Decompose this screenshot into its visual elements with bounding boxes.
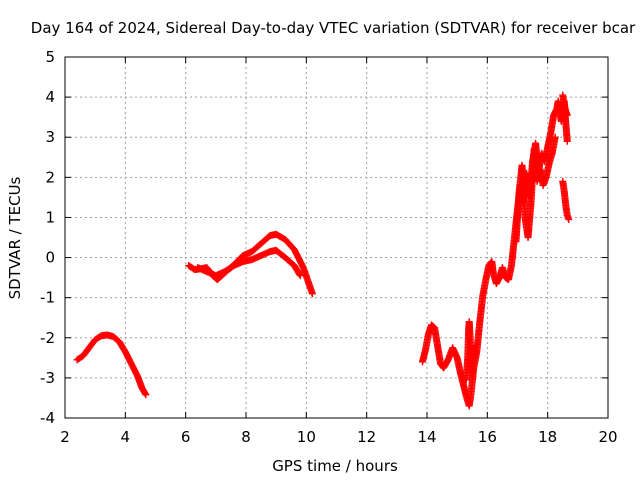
x-tick-label: 18 [538,428,557,446]
x-tick-label: 2 [60,428,70,446]
y-tick-label: -4 [40,409,55,427]
x-axis-label: GPS time / hours [272,457,398,475]
y-tick-label: 1 [45,208,55,226]
data-point [563,137,571,145]
x-tick-label: 14 [417,428,436,446]
data-point [142,391,150,399]
grid [65,57,608,418]
data-point [296,270,304,278]
y-tick-label: -2 [40,329,55,347]
y-axis-label: SDTVAR / TECUs [6,176,24,299]
data-point [563,110,571,118]
x-tick-label: 6 [181,428,191,446]
data-point [471,342,479,350]
x-tick-label: 4 [121,428,131,446]
ticks [64,56,609,419]
y-tick-label: -3 [40,369,55,387]
x-tick-label: 10 [297,428,316,446]
x-tick-label: 8 [241,428,251,446]
y-tick-label: 4 [45,88,55,106]
data-point [562,109,570,117]
data-point [308,290,316,298]
chart-title: Day 164 of 2024, Sidereal Day-to-day VTE… [31,19,636,37]
data-point [565,215,573,223]
y-tick-label: 5 [45,48,55,66]
y-tick-label: 0 [45,249,55,267]
y-tick-label: 3 [45,128,55,146]
y-tick-labels: -4 -3 -2 -1 0 1 2 3 4 5 [40,48,55,427]
x-tick-label: 12 [357,428,376,446]
y-tick-label: -1 [40,289,55,307]
data-points [73,91,573,410]
data-point [296,272,304,280]
x-tick-label: 20 [598,428,617,446]
y-tick-label: 2 [45,168,55,186]
x-tick-label: 16 [478,428,497,446]
x-tick-labels: 2 4 6 8 10 12 14 16 18 20 [60,428,617,446]
data-point [551,133,559,141]
plot-frame [64,56,609,419]
